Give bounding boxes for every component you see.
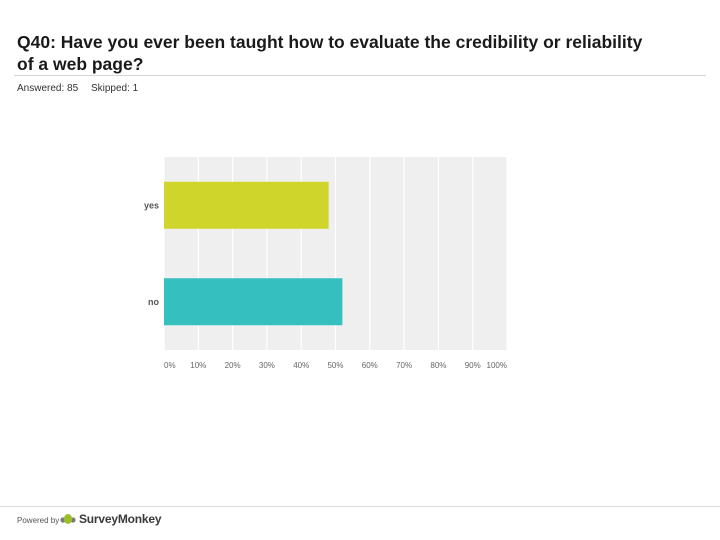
response-stats: Answered: 85 Skipped: 1 [17, 83, 138, 94]
title-divider [14, 75, 706, 76]
x-tick-label: 100% [487, 361, 507, 370]
x-tick-label: 70% [396, 361, 412, 370]
question-title: Q40: Have you ever been taught how to ev… [17, 32, 643, 74]
x-tick-label: 0% [164, 361, 176, 370]
brand-name: SurveyMonkey [79, 512, 162, 526]
x-tick-label: 50% [327, 361, 343, 370]
surveymonkey-logo-icon [60, 514, 76, 524]
skipped-count: Skipped: 1 [90, 83, 139, 94]
x-tick-label: 90% [465, 361, 481, 370]
bar-no [164, 278, 343, 326]
x-tick-label: 30% [259, 361, 275, 370]
footer-divider [0, 506, 720, 507]
category-label-yes: yes [144, 200, 159, 210]
answered-count: Answered: 85 [17, 83, 79, 94]
powered-by-label: Powered by [17, 516, 60, 525]
x-tick-label: 60% [362, 361, 378, 370]
x-tick-label: 20% [225, 361, 241, 370]
x-tick-label: 10% [190, 361, 206, 370]
x-tick-label: 80% [430, 361, 446, 370]
category-label-no: no [148, 297, 159, 307]
bar-yes [164, 181, 329, 229]
brand: SurveyMonkey [60, 512, 162, 526]
x-tick-label: 40% [293, 361, 309, 370]
